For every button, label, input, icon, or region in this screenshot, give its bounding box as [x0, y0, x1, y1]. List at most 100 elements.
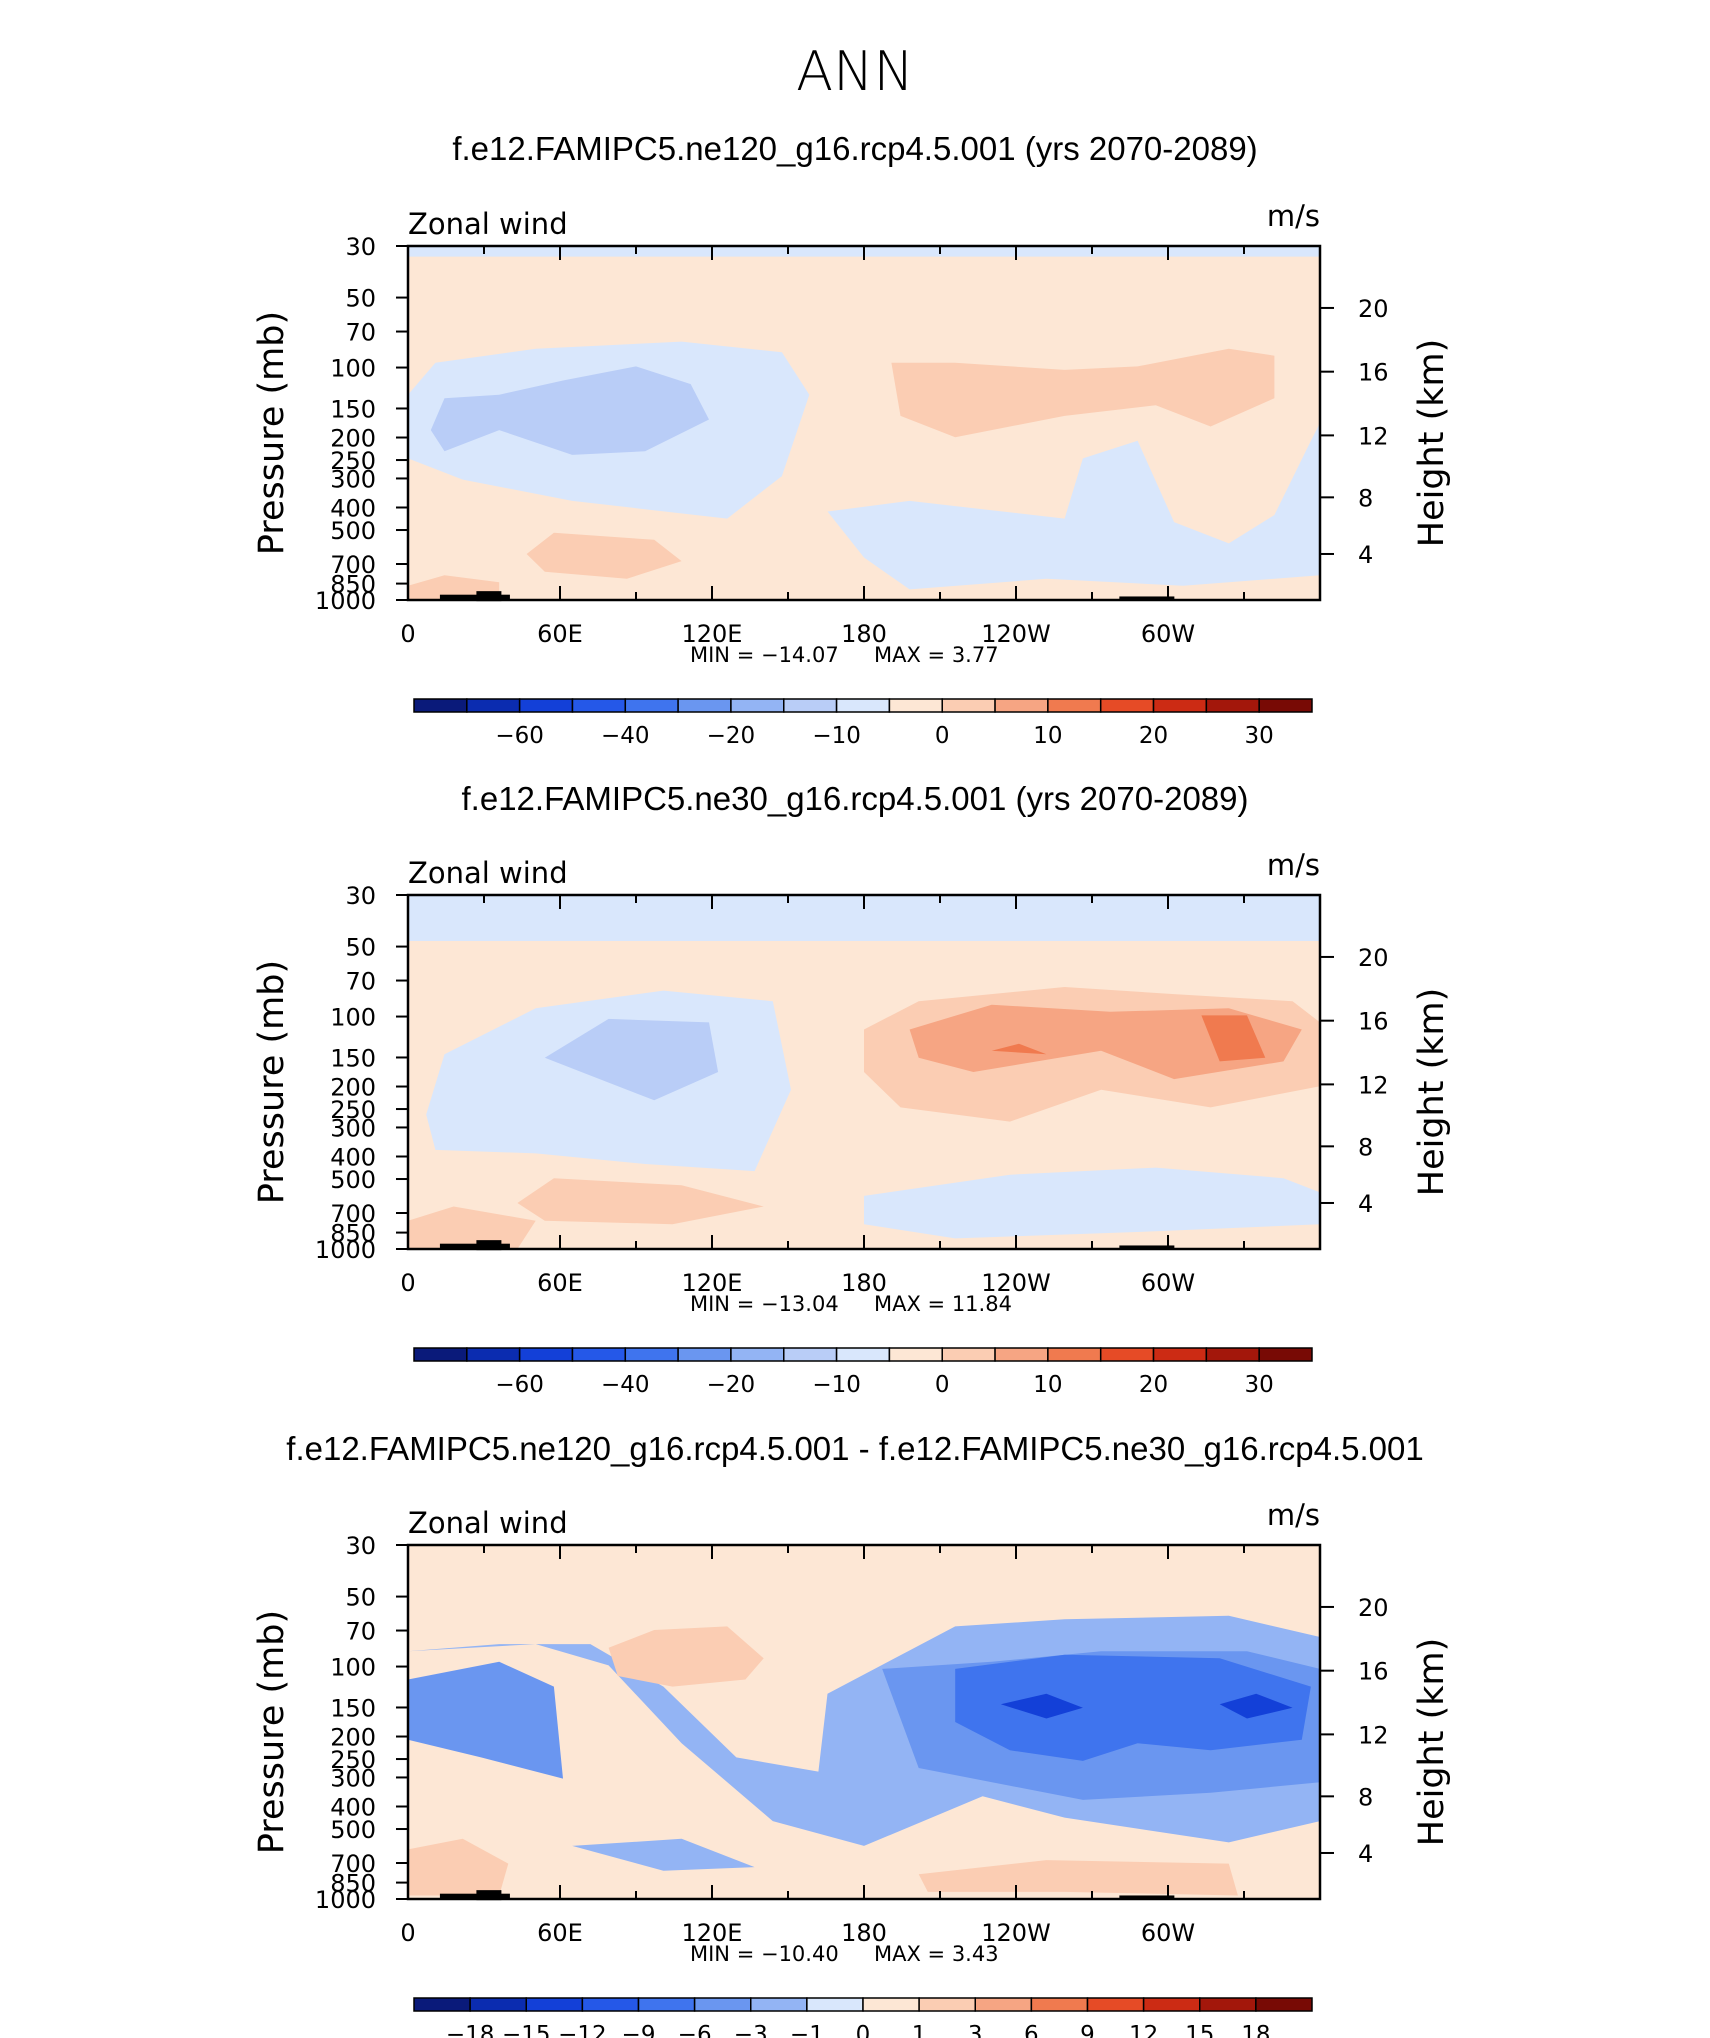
- colorbar-swatch: [518, 1347, 574, 1362]
- y-axis-label: Pressure (mb): [252, 311, 292, 555]
- max-label: MAX = 3.77: [874, 643, 999, 667]
- contour-region: [572, 1838, 755, 1871]
- y-tick-label: 100: [330, 355, 376, 383]
- y-right-tick-label: 16: [1358, 1658, 1389, 1686]
- colorbar-tick-label: 10: [1033, 1372, 1062, 1398]
- colorbar-swatch: [571, 698, 627, 713]
- colorbar-tick-label: 20: [1139, 1372, 1168, 1398]
- y-right-tick-label: 16: [1358, 1008, 1389, 1036]
- y-tick-label: 30: [345, 233, 376, 261]
- field-label: Zonal wind: [408, 207, 568, 241]
- x-tick-label: 60E: [537, 620, 583, 648]
- y-tick-label: 700: [330, 1850, 376, 1878]
- contour-region: [1201, 1015, 1266, 1062]
- topography: [1119, 1245, 1175, 1250]
- colorbar-swatch: [1047, 1347, 1102, 1362]
- colorbar-swatch: [413, 698, 468, 713]
- colorbar-tick-label: −18: [446, 2022, 495, 2038]
- y-tick-label: 300: [330, 1114, 376, 1142]
- max-label: MAX = 3.43: [874, 1942, 999, 1966]
- colorbar-swatch: [974, 1997, 1033, 2012]
- colorbar-tick-label: −20: [707, 1372, 756, 1398]
- colorbar-tick-label: 30: [1245, 723, 1274, 749]
- y-tick-label: 400: [330, 494, 376, 522]
- colorbar-swatch: [525, 1997, 584, 2012]
- x-tick-label: 0: [400, 1269, 415, 1297]
- max-label: MAX = 11.84: [874, 1292, 1012, 1316]
- topography: [439, 594, 510, 601]
- contour-region: [544, 1018, 719, 1101]
- colorbar-swatch: [1205, 698, 1260, 713]
- y-axis-label: Pressure (mb): [252, 960, 292, 1204]
- y-tick-label: 50: [345, 285, 376, 313]
- topography: [476, 591, 502, 602]
- y-tick-label: 300: [330, 465, 376, 493]
- colorbar-swatch: [783, 698, 838, 713]
- y-right-tick-label: 12: [1358, 1721, 1389, 1749]
- y-tick-label: 50: [345, 1584, 376, 1612]
- y-tick-label: 500: [330, 1816, 376, 1844]
- x-tick-label: 60W: [1141, 620, 1195, 648]
- colorbar-swatch: [637, 1997, 696, 2012]
- colorbar-tick-label: −1: [790, 2022, 824, 2038]
- y-tick-label: 50: [345, 934, 376, 962]
- y-right-tick-label: 8: [1358, 484, 1373, 512]
- y-tick-label: 250: [330, 1746, 376, 1774]
- contour-region: [608, 1626, 764, 1687]
- contour-region: [408, 1838, 509, 1896]
- colorbar-swatch: [1255, 1997, 1313, 2012]
- y-right-axis-label: Height (km): [1412, 1638, 1452, 1847]
- panel-1-title: f.e12.FAMIPC5.ne120_g16.rcp4.5.001 (yrs …: [452, 130, 1258, 167]
- y-tick-label: 150: [330, 1694, 376, 1722]
- colorbar-tick-label: 0: [935, 1372, 950, 1398]
- colorbar-tick-label: 0: [856, 2022, 871, 2038]
- y-right-tick-label: 8: [1358, 1133, 1373, 1161]
- contour-region: [517, 1178, 764, 1225]
- colorbar-swatch: [571, 1347, 627, 1362]
- contour-region: [1000, 1693, 1083, 1719]
- y-tick-label: 700: [330, 551, 376, 579]
- y-tick-label: 150: [330, 395, 376, 423]
- contour-region: [955, 1654, 1311, 1761]
- topography: [439, 1893, 510, 1900]
- x-tick-label: 0: [400, 1919, 415, 1947]
- y-tick-label: 70: [345, 968, 376, 996]
- contour-region: [408, 895, 1320, 941]
- y-tick-label: 100: [330, 1654, 376, 1682]
- colorbar-swatch: [888, 1347, 943, 1362]
- colorbar-tick-label: −40: [601, 723, 650, 749]
- topography: [476, 1240, 502, 1251]
- colorbar-tick-label: −40: [601, 1372, 650, 1398]
- y-tick-label: 700: [330, 1200, 376, 1228]
- panel-2-title: f.e12.FAMIPC5.ne30_g16.rcp4.5.001 (yrs 2…: [461, 780, 1249, 817]
- y-tick-label: 70: [345, 319, 376, 347]
- colorbar-tick-label: −15: [502, 2022, 551, 2038]
- y-right-tick-label: 4: [1358, 1190, 1373, 1218]
- contour-region: [918, 1860, 1238, 1896]
- x-tick-label: 180: [841, 1269, 887, 1297]
- colorbar-swatch: [1152, 698, 1208, 713]
- y-right-tick-label: 20: [1358, 1594, 1389, 1622]
- colorbar-swatch: [1099, 1347, 1155, 1362]
- colorbar-swatch: [1205, 1347, 1260, 1362]
- colorbar-swatch: [1047, 698, 1102, 713]
- colorbar-swatch: [413, 1997, 471, 2012]
- y-tick-label: 400: [330, 1793, 376, 1821]
- colorbar-swatch: [1199, 1997, 1257, 2012]
- colorbar-tick-label: −10: [812, 723, 861, 749]
- topography: [439, 1243, 510, 1250]
- colorbar-swatch: [941, 1347, 996, 1362]
- y-tick-label: 1000: [315, 1886, 376, 1914]
- colorbar-swatch: [677, 1347, 732, 1362]
- y-tick-label: 200: [330, 1074, 376, 1102]
- units-label: m/s: [1267, 199, 1320, 233]
- colorbar-tick-label: −10: [812, 1372, 861, 1398]
- contour-region: [408, 1206, 536, 1249]
- colorbar-tick-label: 6: [1024, 2022, 1039, 2038]
- contour-region: [827, 423, 1320, 590]
- x-tick-label: 120E: [682, 620, 743, 648]
- y-tick-label: 250: [330, 447, 376, 475]
- colorbar-tick-label: −6: [678, 2022, 712, 2038]
- colorbar-tick-label: 15: [1185, 2022, 1214, 2038]
- colorbar-tick-label: 10: [1033, 723, 1062, 749]
